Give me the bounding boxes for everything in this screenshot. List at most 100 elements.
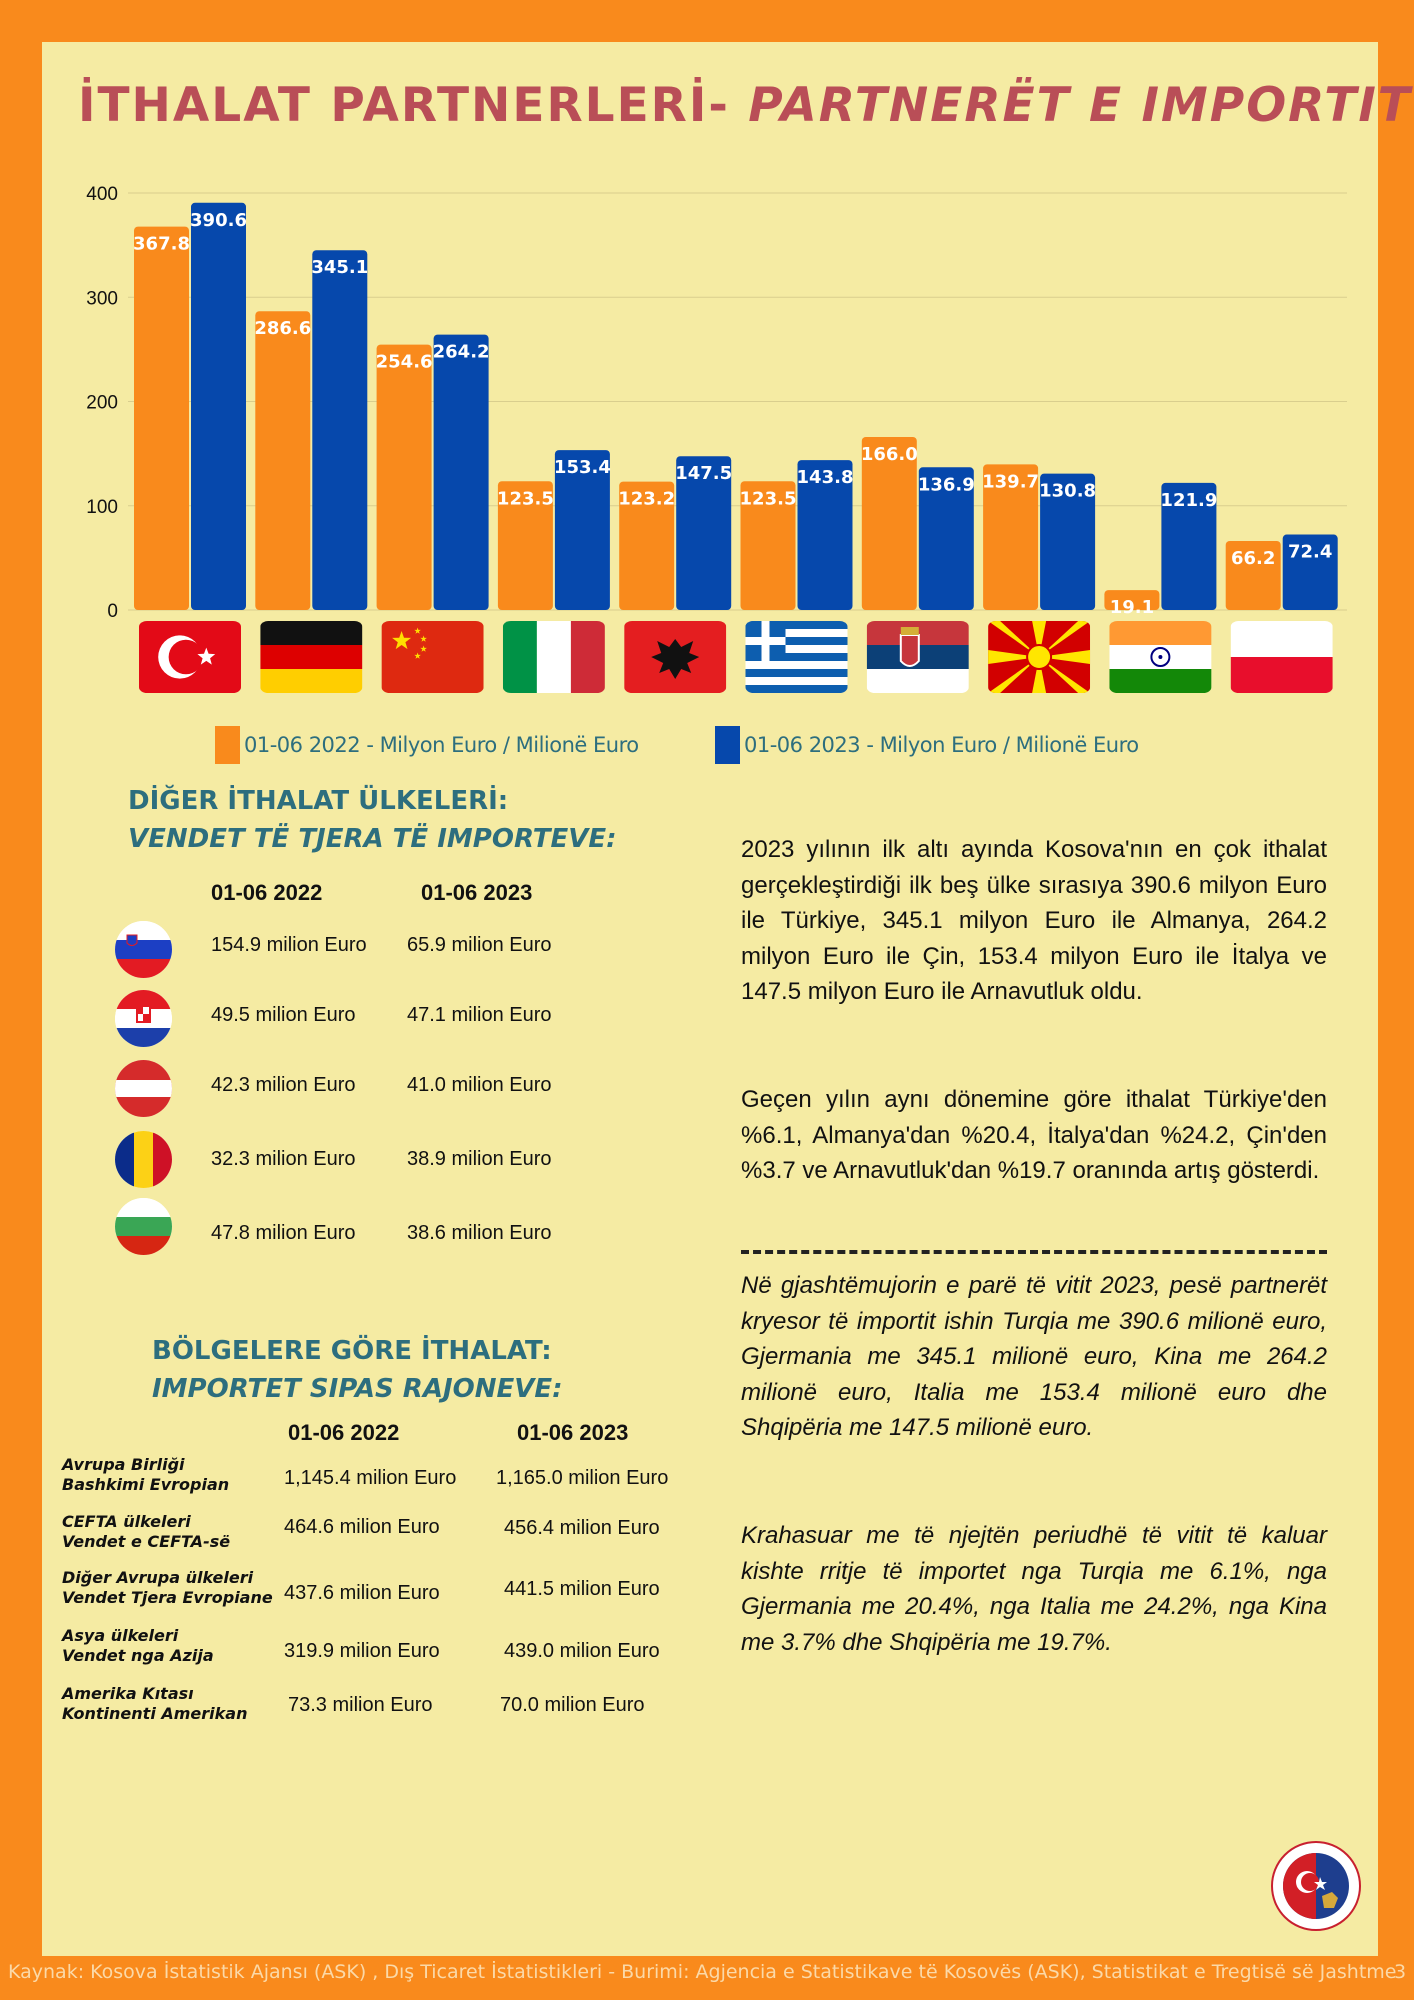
other-country-value-2022: 47.8 milion Euro: [211, 1222, 356, 1244]
bar-2023: [433, 334, 489, 610]
bar-value-label: 390.6: [190, 210, 247, 231]
bulgaria-flag-icon: [115, 1198, 172, 1255]
regions-col-2022: 01-06 2022: [288, 1420, 400, 1445]
north-macedonia-flag-icon: [988, 621, 1091, 693]
region-label: CEFTA ülkeleri Vendet e CEFTA-së: [62, 1512, 231, 1551]
other-countries-heading-tr: DİĞER İTHALAT ÜLKELERİ:: [128, 786, 509, 816]
albania-flag-icon: [624, 621, 727, 693]
other-countries-heading: DİĞER İTHALAT ÜLKELERİ: VENDET TË TJERA …: [128, 782, 617, 858]
bar-value-label: 147.5: [675, 463, 732, 484]
bar-value-label: 123.5: [497, 488, 554, 509]
bar-2023: [1040, 473, 1096, 610]
region-label: Diğer Avrupa ülkeleri Vendet Tjera Evropi…: [62, 1568, 273, 1607]
legend-swatch-orange: [215, 726, 240, 764]
bar-value-label: 345.1: [311, 257, 368, 278]
other-country-value-2022: 49.5 milion Euro: [211, 1004, 356, 1026]
bar-2022: [134, 226, 189, 611]
bar-2023: [918, 467, 974, 610]
bar-value-label: 123.2: [618, 489, 675, 510]
summary-albanian-paragraph-2: Krahasuar me të njejtën periudhë të viti…: [741, 1522, 1327, 1656]
region-value-2023: 441.5 milion Euro: [504, 1578, 660, 1600]
legend-item-2022: 01-06 2022 - Milyon Euro / Milionë Euro: [215, 726, 639, 764]
poland-flag-icon: [1230, 621, 1333, 693]
other-countries-col-2023: 01-06 2023: [421, 880, 533, 905]
greece-flag-icon: [745, 621, 848, 693]
bar-2022: [619, 481, 675, 610]
austria-flag-icon: [115, 1060, 172, 1117]
country-flags: [139, 621, 1333, 693]
bar-2022: [861, 436, 917, 610]
bar-2022: [497, 481, 553, 610]
bar-value-label: 143.8: [797, 467, 854, 488]
bar-value-label: 254.6: [376, 352, 433, 373]
region-value-2022: 319.9 milion Euro: [284, 1640, 440, 1662]
y-tick-label: 400: [86, 184, 118, 205]
bar-2023: [1282, 534, 1338, 610]
india-flag-icon: [1109, 621, 1212, 693]
legend-label-2023: 01-06 2023 - Milyon Euro / Milionë Euro: [744, 733, 1139, 757]
region-value-2023: 70.0 milion Euro: [500, 1694, 645, 1716]
other-countries-heading-sq: VENDET TË TJERA TË IMPORTEVE:: [128, 824, 617, 854]
regions-col-2023: 01-06 2023: [517, 1420, 629, 1445]
bar-value-label: 264.2: [433, 342, 490, 363]
bar-2022: [1225, 540, 1281, 610]
other-countries-col-2022: 01-06 2022: [211, 880, 323, 905]
bar-value-label: 123.5: [740, 488, 797, 509]
bar-2023: [554, 450, 610, 610]
other-country-value-2023: 47.1 milion Euro: [407, 1004, 552, 1026]
page-title: İTHALAT PARTNERLERİ- PARTNERËT E IMPORTI…: [78, 78, 1412, 133]
bar-value-label: 139.7: [982, 471, 1039, 492]
regions-heading-sq: IMPORTET SIPAS RAJONEVE:: [152, 1374, 563, 1404]
summary-turkish-paragraph-1: 2023 yılının ilk altı ayında Kosova'nın …: [741, 836, 1327, 1005]
bar-2023: [1161, 482, 1217, 610]
divider-dashed: [741, 1250, 1327, 1254]
y-axis-ticks: 0 100 200 300 400: [86, 184, 118, 622]
bar-2022: [1104, 590, 1160, 610]
y-tick-label: 200: [86, 393, 118, 414]
summary-albanian-paragraph-1: Në gjashtëmujorin e parë të vitit 2023, …: [741, 1272, 1327, 1441]
bar-value-label: 121.9: [1160, 490, 1217, 511]
bar-value-label: 136.9: [918, 474, 975, 495]
other-country-value-2022: 154.9 milion Euro: [211, 934, 367, 956]
source-footer: Kaynak: Kosova İstatistik Ajansı (ASK) ,…: [8, 1961, 1397, 1983]
title-turkish: İTHALAT PARTNERLERİ-: [78, 78, 749, 133]
bar-2022: [740, 481, 796, 610]
region-value-2023: 1,165.0 milion Euro: [496, 1467, 669, 1489]
other-country-value-2023: 65.9 milion Euro: [407, 934, 552, 956]
y-tick-label: 100: [86, 497, 118, 518]
turkey-flag-icon: [139, 621, 241, 693]
italy-flag-icon: [502, 621, 605, 693]
croatia-flag-icon: [115, 990, 172, 1047]
slovenia-flag-icon: [115, 921, 172, 978]
region-value-2022: 464.6 milion Euro: [284, 1516, 440, 1538]
other-country-value-2023: 38.6 milion Euro: [407, 1222, 552, 1244]
germany-flag-icon: [260, 621, 363, 693]
summary-turkish-paragraph-2: Geçen yılın aynı dönemine göre ithalat T…: [741, 1086, 1327, 1184]
other-country-value-2022: 42.3 milion Euro: [211, 1074, 356, 1096]
chamber-of-commerce-logo-icon: [1271, 1841, 1361, 1931]
region-label: Amerika Kıtası Kontinenti Amerikan: [62, 1684, 248, 1723]
regions-heading-tr: BÖLGELERE GÖRE İTHALAT:: [152, 1336, 552, 1366]
region-value-2023: 439.0 milion Euro: [504, 1640, 660, 1662]
title-albanian: PARTNERËT E IMPORTIT: [748, 78, 1412, 133]
bar-2022: [376, 344, 432, 610]
legend-swatch-blue: [715, 726, 740, 764]
region-value-2022: 73.3 milion Euro: [288, 1694, 433, 1716]
bar-value-label: 153.4: [554, 457, 611, 478]
china-flag-icon: [381, 621, 484, 693]
region-value-2022: 1,145.4 milion Euro: [284, 1467, 457, 1489]
bar-2023: [797, 460, 853, 610]
bar-value-label: 166.0: [861, 444, 918, 465]
bar-2023: [191, 202, 246, 610]
bar-value-label: 66.2: [1231, 548, 1275, 569]
region-value-2023: 456.4 milion Euro: [504, 1517, 660, 1539]
bar-2023: [312, 250, 368, 610]
bar-value-label: 130.8: [1039, 481, 1096, 502]
other-country-value-2023: 38.9 milion Euro: [407, 1148, 552, 1170]
y-tick-label: 300: [86, 288, 118, 309]
other-country-value-2023: 41.0 milion Euro: [407, 1074, 552, 1096]
romania-flag-icon: [115, 1131, 172, 1188]
region-label: Asya ülkeleri Vendet nga Azija: [62, 1626, 214, 1665]
